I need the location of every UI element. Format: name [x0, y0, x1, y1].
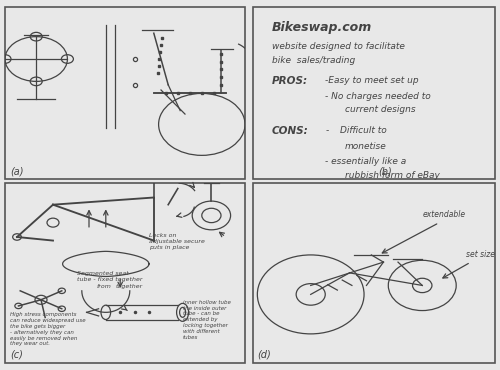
- Text: -: -: [325, 126, 328, 135]
- Text: -Easy to meet set up: -Easy to meet set up: [325, 76, 419, 85]
- Text: together: together: [116, 284, 142, 289]
- Text: monetise: monetise: [344, 142, 387, 151]
- Text: - No charges needed to: - No charges needed to: [325, 92, 431, 101]
- Text: Locks on
adjustable secure
puts in place: Locks on adjustable secure puts in place: [149, 233, 205, 250]
- Text: extendable: extendable: [422, 210, 466, 219]
- Text: from: from: [96, 284, 111, 289]
- Text: bike  sales/trading: bike sales/trading: [272, 56, 355, 65]
- Text: current designs: current designs: [344, 105, 416, 114]
- Text: website designed to facilitate: website designed to facilitate: [272, 42, 405, 51]
- Text: - essentially like a: - essentially like a: [325, 157, 406, 166]
- Text: (b): (b): [378, 166, 392, 176]
- Text: Difficult to: Difficult to: [340, 126, 386, 135]
- Text: Segmented seat
tube - fixed together: Segmented seat tube - fixed together: [77, 271, 142, 282]
- Text: High stress components
can reduce widespread use
the bike gets bigger
- alternat: High stress components can reduce widesp…: [10, 312, 86, 346]
- Text: inner hollow tube
the inside outer
tube - can be
extended by
locking together
wi: inner hollow tube the inside outer tube …: [182, 300, 230, 340]
- Text: Bikeswap.com: Bikeswap.com: [272, 21, 372, 34]
- Text: (c): (c): [10, 349, 22, 359]
- Text: rubbish form of eBay: rubbish form of eBay: [344, 171, 440, 180]
- Text: CONS:: CONS:: [272, 126, 308, 136]
- Text: set size: set size: [466, 249, 495, 259]
- Text: PROS:: PROS:: [272, 76, 308, 86]
- Text: (d): (d): [258, 349, 271, 359]
- Text: (a): (a): [10, 166, 24, 176]
